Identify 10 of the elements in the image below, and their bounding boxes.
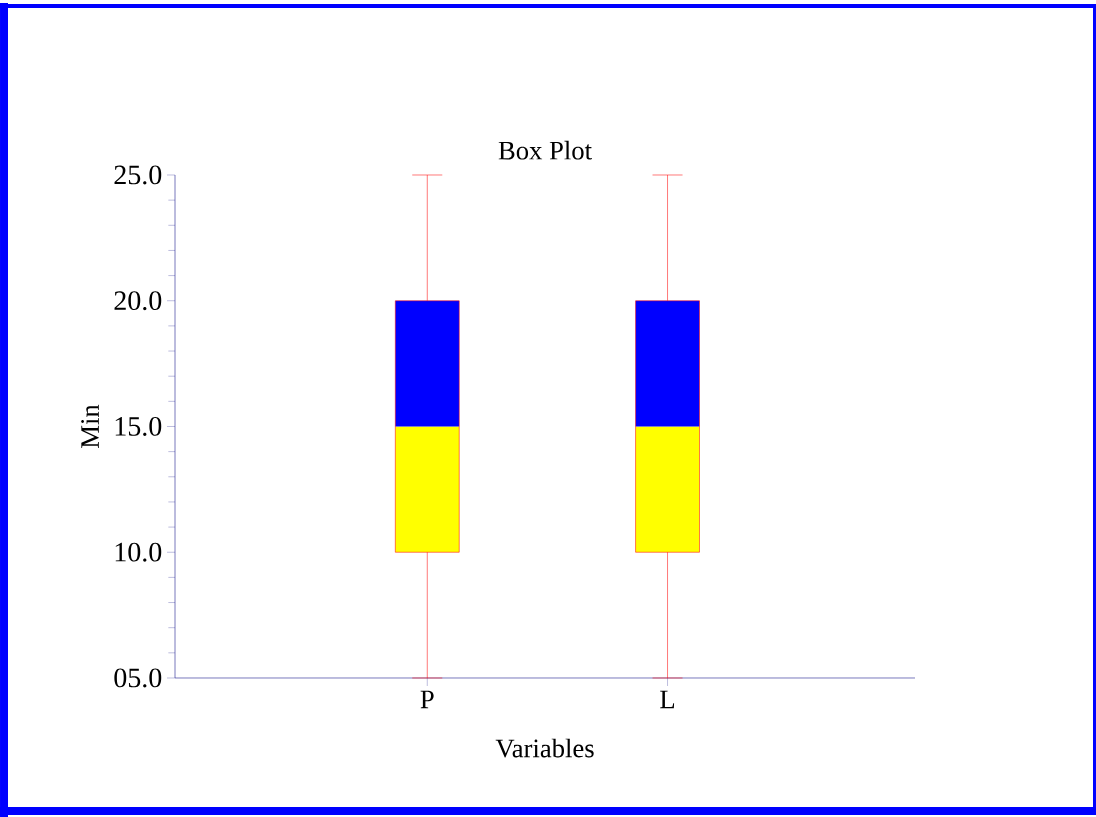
y-tick-label: 25.0 [114, 165, 162, 185]
x-tick-label: P [420, 690, 434, 709]
y-tick-label: 20.0 [114, 291, 162, 311]
y-tick-label: 10.0 [115, 542, 162, 562]
x-axis-title: Variables [495, 738, 594, 758]
y-tick-label: 15.0 [115, 416, 162, 436]
y-axis-title: Min [81, 404, 99, 448]
chart-title: Box Plot [498, 140, 592, 160]
x-tick-label: L [660, 690, 675, 709]
y-tick-label: 05.0 [114, 668, 162, 688]
